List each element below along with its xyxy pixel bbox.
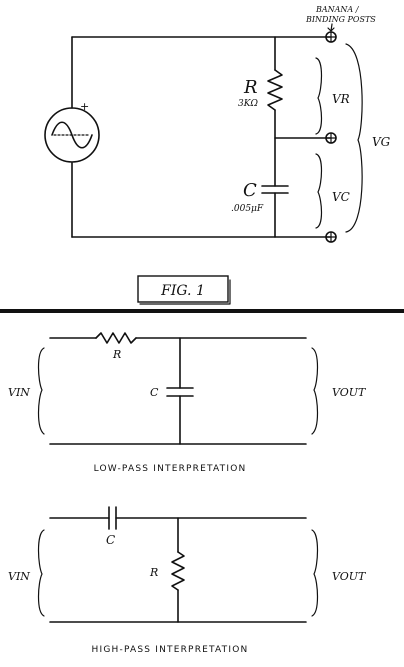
hp-vin-brace (37, 529, 45, 617)
hp-resistor-symbol (171, 551, 185, 591)
hp-c-label: C (106, 533, 115, 547)
fig1-circuit: + BANANA / BINDING POSTS R 3KΩ (44, 5, 391, 243)
section-divider (0, 309, 404, 313)
caption-box-shadow (139, 279, 231, 305)
fig1-c-value: .005μF (231, 204, 264, 214)
fig1-c-label: C (243, 180, 257, 201)
lp-r-label: R (112, 348, 121, 361)
binding-post-bottom (325, 231, 337, 243)
lp-vout-label: VOUT (332, 386, 367, 399)
vc-brace (315, 153, 323, 229)
fig1-r-label: R (243, 77, 258, 98)
binding-post-mid (325, 132, 337, 144)
vg-brace (345, 43, 363, 233)
vr-brace (315, 57, 323, 135)
fig1-r-value: 3KΩ (238, 99, 258, 109)
lp-c-label: C (150, 386, 159, 399)
binding-post-top (325, 31, 337, 43)
lp-vin-brace (37, 347, 45, 435)
fig1-caption: FIG. 1 (160, 283, 205, 299)
ac-source-symbol (44, 107, 100, 163)
hp-vout-label: VOUT (332, 570, 367, 583)
vr-label: VR (332, 92, 350, 106)
hp-r-label: R (149, 566, 158, 579)
hp-vin-label: VIN (8, 570, 30, 583)
hp-vout-brace (311, 529, 319, 617)
highpass-circuit: C R VIN VOUT HIGH-PASS INTERPRETATION (8, 506, 367, 655)
lp-caption: LOW-PASS INTERPRETATION (94, 464, 247, 474)
binding-posts-note-line2: BINDING POSTS (305, 15, 376, 24)
vc-label: VC (332, 190, 350, 204)
hp-caption: HIGH-PASS INTERPRETATION (92, 645, 249, 655)
lp-vout-brace (311, 347, 319, 435)
fig1-caption-box: FIG. 1 (137, 275, 231, 305)
binding-posts-note: BANANA / (315, 5, 360, 14)
note-arrow-icon (327, 23, 335, 32)
fig1-resistor-symbol (267, 69, 283, 111)
lowpass-circuit: R C VIN VOUT LOW-PASS INTERPRETATION (8, 332, 367, 474)
lp-resistor-symbol (95, 332, 137, 344)
vg-label: VG (372, 135, 391, 149)
source-plus-label: + (80, 100, 89, 113)
lp-vin-label: VIN (8, 386, 30, 399)
